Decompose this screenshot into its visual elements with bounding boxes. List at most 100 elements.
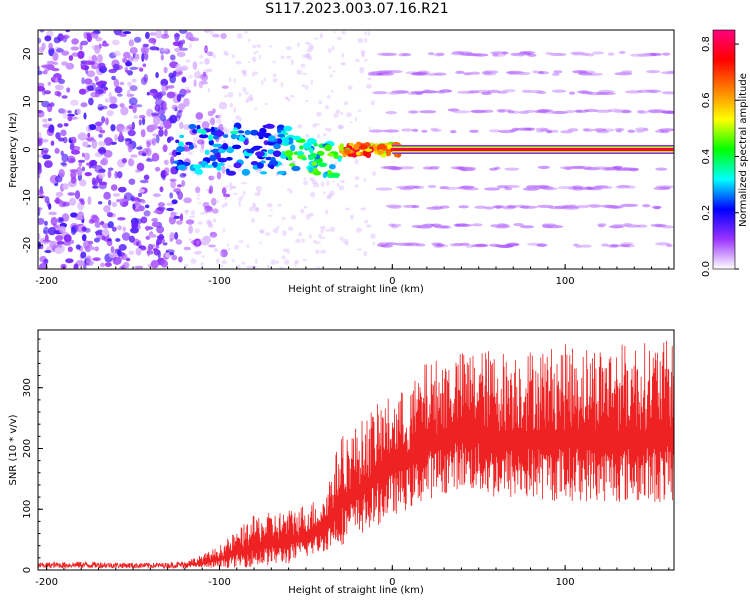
spectrogram-blob bbox=[153, 116, 161, 126]
spectrogram-harmonic bbox=[594, 109, 613, 113]
spectrogram-blob bbox=[223, 193, 231, 198]
spectrogram-blob bbox=[130, 154, 138, 158]
spectrogram-blob bbox=[177, 191, 183, 200]
spectrogram-blob bbox=[83, 112, 87, 120]
spectrogram-core-blob bbox=[273, 143, 281, 150]
spectrogram-speckle bbox=[240, 182, 247, 185]
spectrogram-blob bbox=[69, 197, 77, 206]
spectrogram-speckle bbox=[223, 50, 228, 56]
spectrogram-harmonic bbox=[579, 91, 593, 95]
spectrogram-speckle bbox=[287, 98, 291, 102]
spectrogram-harmonic bbox=[621, 110, 632, 114]
spectrogram-speckle bbox=[310, 45, 314, 51]
spectrogram-speckle bbox=[324, 127, 330, 132]
spectrogram-harmonic bbox=[450, 130, 457, 134]
spectrogram-harmonic bbox=[642, 204, 651, 208]
spectrogram-blob bbox=[151, 218, 158, 222]
spectrogram-harmonic bbox=[465, 244, 475, 248]
spectrogram-blob bbox=[87, 85, 94, 92]
spectrogram-core-blob bbox=[277, 128, 282, 133]
spectrogram-blob bbox=[111, 75, 116, 81]
spectrogram-harmonic bbox=[583, 128, 595, 132]
spectrogram-speckle bbox=[243, 30, 248, 34]
spectrogram-speckle bbox=[200, 262, 204, 267]
spectrogram-speckle bbox=[254, 192, 261, 197]
spectrogram-core-blob bbox=[339, 143, 344, 148]
spectrogram-blob bbox=[122, 57, 128, 64]
spectrogram-blob bbox=[112, 193, 121, 197]
spectrogram-blob bbox=[38, 207, 43, 211]
spectrogram-harmonic bbox=[648, 109, 666, 113]
spectrogram-harmonic bbox=[401, 128, 414, 132]
spectrogram-blob bbox=[149, 124, 158, 130]
spectrogram-speckle bbox=[287, 226, 294, 232]
spectrogram-blob bbox=[174, 47, 182, 52]
spectrogram-speckle bbox=[364, 31, 367, 36]
spectrogram-speckle bbox=[252, 56, 257, 62]
spectrogram-blob bbox=[200, 240, 210, 246]
spectrogram-speckle bbox=[364, 37, 368, 43]
spectrogram-blob bbox=[110, 184, 118, 191]
spectrogram-harmonic bbox=[481, 71, 492, 75]
spectrogram-speckle bbox=[365, 224, 372, 228]
spectrogram-speckle bbox=[252, 71, 259, 75]
spectrogram-core-blob bbox=[260, 171, 267, 175]
spectrogram-harmonic bbox=[372, 91, 388, 95]
spectrogram-blob bbox=[58, 168, 65, 178]
spectrogram-speckle bbox=[201, 255, 205, 258]
spectrogram-blob bbox=[94, 125, 103, 132]
spectrogram-blob bbox=[136, 241, 140, 247]
spectrogram-speckle bbox=[350, 214, 354, 220]
spectrogram-blob bbox=[208, 244, 217, 248]
spectrogram-speckle bbox=[254, 207, 260, 212]
spectrogram-speckle bbox=[304, 85, 309, 90]
spectrogram-speckle bbox=[329, 74, 333, 78]
spectrogram-speckle bbox=[338, 124, 344, 130]
spectrogram-harmonic bbox=[419, 110, 437, 114]
spectrogram-core-blob bbox=[283, 137, 290, 145]
spectrogram-speckle bbox=[316, 266, 320, 269]
spectrogram-speckle bbox=[332, 180, 335, 183]
spectrogram-blob bbox=[81, 234, 87, 242]
spectrogram-blob bbox=[78, 88, 87, 95]
spectrogram-blob bbox=[212, 108, 216, 114]
spectrogram-harmonic bbox=[600, 91, 616, 96]
spectrogram-blob bbox=[119, 33, 127, 37]
spectrogram-blob bbox=[70, 137, 75, 141]
spectrogram-blob bbox=[167, 136, 174, 141]
spectrogram-speckle bbox=[372, 171, 376, 176]
snr-y-tick-label: 100 bbox=[22, 500, 33, 519]
spectrogram-blob bbox=[94, 91, 100, 98]
spectrogram-harmonic bbox=[399, 187, 414, 191]
spectrogram-speckle bbox=[286, 55, 292, 59]
spectrogram-core-blob bbox=[337, 156, 342, 162]
spectrogram-core-blob bbox=[217, 162, 225, 166]
spectrogram-speckle bbox=[213, 248, 219, 253]
spectrogram-blob bbox=[165, 85, 169, 91]
spectrogram-speckle bbox=[345, 207, 350, 211]
spectrogram-blob bbox=[173, 188, 182, 193]
spectrogram-blob bbox=[121, 158, 127, 164]
spectrogram-speckle bbox=[328, 48, 332, 53]
spectrogram-blob bbox=[61, 50, 70, 56]
spectrogram-blob bbox=[146, 141, 151, 148]
snr-y-ticks: 0 100 200 300 bbox=[22, 338, 43, 573]
spectrogram-blob bbox=[174, 232, 179, 240]
spectrogram-blob bbox=[106, 211, 113, 218]
spectrogram-harmonic bbox=[519, 51, 535, 55]
spectrogram-speckle bbox=[302, 54, 307, 58]
spectrogram-speckle bbox=[354, 184, 359, 189]
spectrogram-harmonic bbox=[385, 111, 398, 115]
spectrogram-blob bbox=[171, 254, 178, 261]
spectrogram-harmonic bbox=[616, 129, 622, 133]
spectrogram-speckle bbox=[254, 258, 258, 265]
spectrogram-harmonic bbox=[452, 110, 471, 114]
spectrogram-speckle bbox=[198, 54, 204, 59]
spectrogram-harmonic bbox=[368, 129, 384, 133]
spectrogram-blob bbox=[74, 190, 81, 200]
colorbar-label: Normalized spectral amplitude bbox=[738, 73, 749, 227]
spectrogram-blob bbox=[201, 121, 210, 130]
spectrogram-blob bbox=[41, 241, 50, 245]
spectrogram-speckle bbox=[347, 85, 353, 90]
spectrogram-harmonic bbox=[470, 109, 485, 113]
